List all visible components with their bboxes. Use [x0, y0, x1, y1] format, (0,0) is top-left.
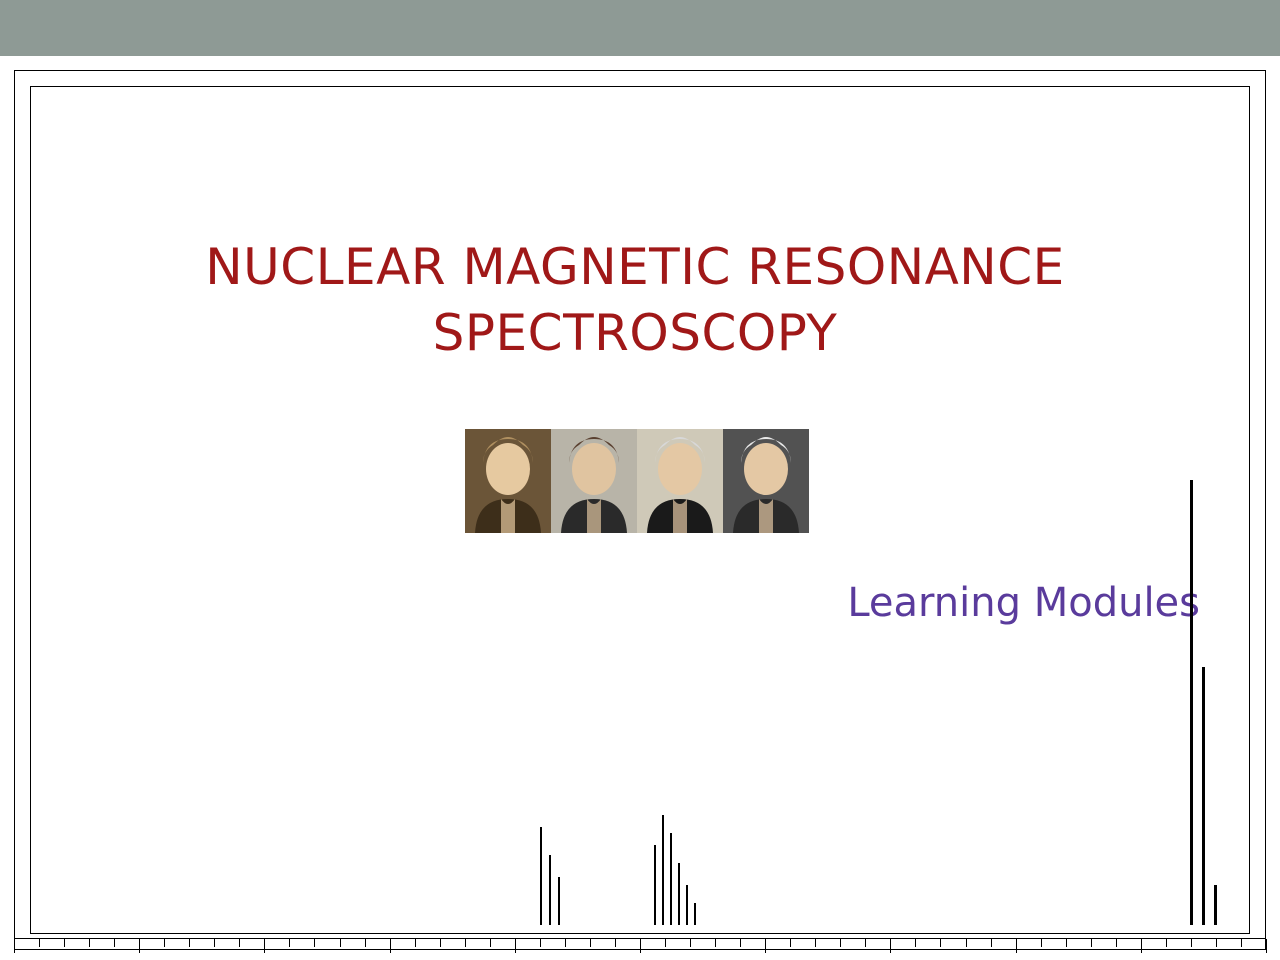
- axis-minor-tick: [314, 939, 315, 947]
- spectrum-peak: [694, 903, 696, 925]
- axis-major-tick: [765, 939, 766, 953]
- axis-minor-tick: [590, 939, 591, 947]
- axis-minor-tick: [1191, 939, 1192, 947]
- spectrum-peak: [686, 885, 688, 925]
- axis-minor-tick: [39, 939, 40, 947]
- axis-minor-tick: [465, 939, 466, 947]
- axis-minor-tick: [114, 939, 115, 947]
- axis-minor-tick: [440, 939, 441, 947]
- spectrum-peak: [662, 815, 664, 925]
- spectrum-peak: [678, 863, 680, 925]
- axis-minor-tick: [815, 939, 816, 947]
- axis-minor-tick: [840, 939, 841, 947]
- slide-title: NUCLEAR MAGNETIC RESONANCE SPECTROSCOPY: [75, 234, 1195, 366]
- axis-minor-tick: [790, 939, 791, 947]
- axis-minor-tick: [991, 939, 992, 947]
- axis-minor-tick: [89, 939, 90, 947]
- spectrum-peak: [670, 833, 672, 925]
- spectrum-peak: [1202, 667, 1205, 925]
- spectrum-peak: [654, 845, 656, 925]
- axis-minor-tick: [1216, 939, 1217, 947]
- nmr-spectrum: [30, 480, 1250, 925]
- axis-minor-tick: [1066, 939, 1067, 947]
- axis-minor-tick: [715, 939, 716, 947]
- axis-minor-tick: [940, 939, 941, 947]
- axis-major-tick: [139, 939, 140, 953]
- top-bar: [0, 0, 1280, 56]
- axis-minor-tick: [490, 939, 491, 947]
- axis-major-tick: [14, 939, 15, 953]
- axis-minor-tick: [340, 939, 341, 947]
- axis-major-tick: [1016, 939, 1017, 953]
- spectrum-peak: [1190, 480, 1193, 925]
- axis-major-tick: [890, 939, 891, 953]
- axis-minor-tick: [214, 939, 215, 947]
- axis-minor-tick: [1241, 939, 1242, 947]
- axis-minor-tick: [1116, 939, 1117, 947]
- axis-major-tick: [264, 939, 265, 953]
- axis-minor-tick: [690, 939, 691, 947]
- axis-major-tick: [390, 939, 391, 953]
- axis-major-tick: [640, 939, 641, 953]
- axis-minor-tick: [915, 939, 916, 947]
- axis-minor-tick: [665, 939, 666, 947]
- axis-minor-tick: [966, 939, 967, 947]
- axis-minor-tick: [189, 939, 190, 947]
- axis-major-tick: [1141, 939, 1142, 953]
- spectrum-peak: [558, 877, 560, 925]
- axis-minor-tick: [1091, 939, 1092, 947]
- axis-minor-tick: [239, 939, 240, 947]
- axis-minor-tick: [289, 939, 290, 947]
- axis-minor-tick: [615, 939, 616, 947]
- spectrum-peak: [540, 827, 542, 925]
- axis-minor-tick: [415, 939, 416, 947]
- axis-minor-tick: [540, 939, 541, 947]
- axis-minor-tick: [865, 939, 866, 947]
- axis-minor-tick: [64, 939, 65, 947]
- axis-minor-tick: [740, 939, 741, 947]
- axis-minor-tick: [365, 939, 366, 947]
- spectrum-peak: [1214, 885, 1217, 925]
- axis-minor-tick: [1041, 939, 1042, 947]
- axis-minor-tick: [565, 939, 566, 947]
- axis-minor-tick: [1166, 939, 1167, 947]
- spectrum-peak: [549, 855, 551, 925]
- axis-major-tick: [515, 939, 516, 953]
- spectrum-axis: [14, 938, 1266, 954]
- axis-minor-tick: [164, 939, 165, 947]
- axis-major-tick: [1266, 939, 1267, 953]
